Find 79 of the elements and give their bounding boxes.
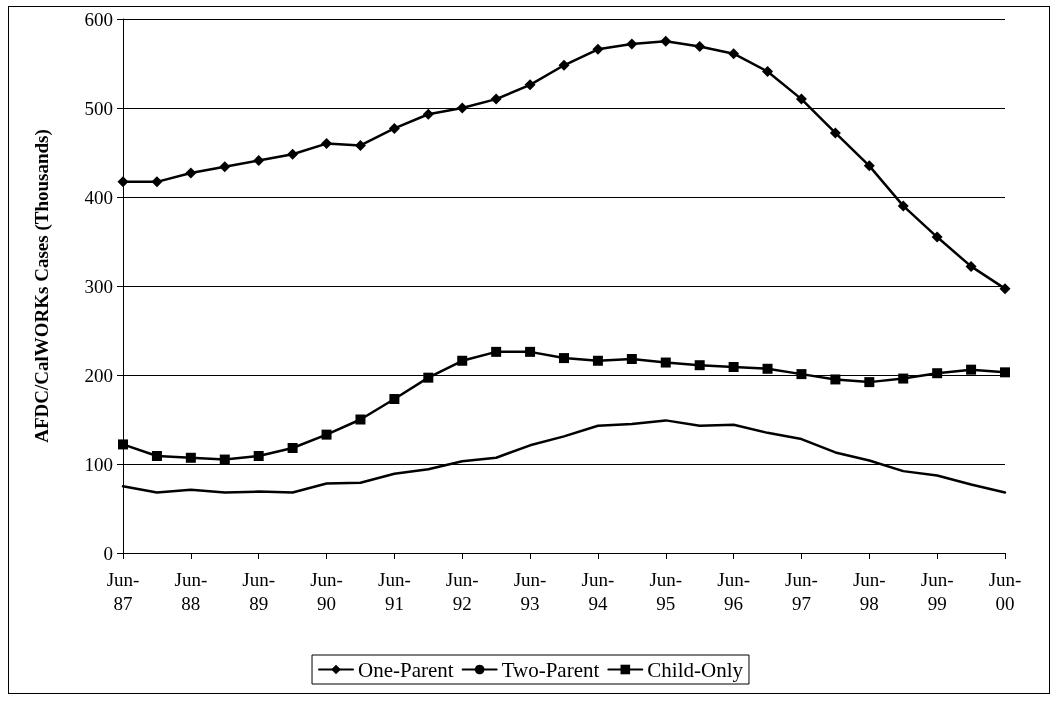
point bbox=[966, 364, 977, 375]
point bbox=[762, 66, 774, 78]
point bbox=[321, 138, 333, 150]
legend-label: Child-Only bbox=[647, 657, 744, 682]
point bbox=[253, 450, 264, 461]
point bbox=[864, 377, 875, 388]
point bbox=[762, 363, 773, 374]
x-tick-label: Jun-91 bbox=[378, 568, 411, 614]
point bbox=[118, 439, 128, 450]
legend-label: One-Parent bbox=[358, 657, 454, 682]
point bbox=[592, 355, 603, 366]
point bbox=[558, 59, 570, 71]
x-tick-label: Jun-00 bbox=[988, 568, 1022, 614]
point bbox=[490, 93, 502, 105]
x-tick-label: Jun-95 bbox=[649, 568, 683, 614]
point bbox=[626, 38, 638, 50]
x-tick-label: Jun-89 bbox=[242, 568, 276, 614]
point bbox=[151, 450, 162, 461]
point bbox=[219, 454, 230, 465]
point bbox=[660, 357, 671, 368]
point bbox=[354, 139, 366, 151]
point bbox=[626, 353, 637, 364]
point bbox=[863, 160, 875, 172]
x-tick-label: Jun-94 bbox=[581, 568, 615, 614]
point bbox=[525, 346, 536, 357]
y-tick-label: 600 bbox=[84, 8, 113, 30]
point bbox=[559, 353, 569, 364]
y-tick-label: 500 bbox=[84, 97, 113, 119]
y-axis-title: AFDC/CalWORKs Cases (Thousands) bbox=[31, 129, 53, 443]
point bbox=[592, 43, 604, 55]
point bbox=[898, 373, 909, 384]
point bbox=[694, 360, 705, 371]
x-tick-label: Jun-90 bbox=[310, 568, 343, 614]
point bbox=[457, 355, 468, 366]
point bbox=[1000, 367, 1010, 378]
point bbox=[965, 260, 977, 272]
point bbox=[728, 361, 739, 372]
x-tick-label: Jun-96 bbox=[717, 568, 750, 614]
x-tick-label: Jun-98 bbox=[852, 568, 886, 614]
point bbox=[728, 48, 740, 60]
point bbox=[321, 429, 332, 440]
point bbox=[456, 102, 468, 114]
point bbox=[931, 231, 943, 243]
point bbox=[355, 414, 366, 425]
x-tick-label: Jun-92 bbox=[445, 568, 479, 614]
point bbox=[389, 394, 400, 405]
legend-label: Two-Parent bbox=[501, 657, 600, 682]
point bbox=[999, 283, 1011, 295]
x-tick-label: Jun-87 bbox=[106, 568, 140, 614]
point bbox=[117, 176, 129, 188]
point bbox=[932, 368, 943, 379]
point bbox=[694, 41, 706, 53]
point bbox=[185, 452, 196, 463]
point bbox=[897, 200, 909, 212]
point bbox=[287, 442, 298, 453]
point bbox=[253, 155, 265, 167]
x-tick-label: Jun-99 bbox=[920, 568, 954, 614]
point bbox=[660, 35, 672, 47]
y-tick-label: 400 bbox=[84, 186, 113, 208]
point bbox=[796, 369, 807, 380]
y-tick-label: 200 bbox=[84, 364, 113, 386]
point bbox=[151, 176, 163, 188]
point bbox=[830, 374, 841, 385]
point bbox=[219, 161, 231, 173]
point bbox=[388, 122, 400, 134]
point bbox=[422, 108, 434, 120]
point bbox=[829, 127, 841, 139]
point bbox=[491, 346, 502, 357]
x-tick-label: Jun-88 bbox=[174, 568, 208, 614]
point bbox=[287, 148, 299, 160]
point bbox=[795, 93, 807, 105]
point bbox=[524, 79, 536, 91]
x-tick-label: Jun-97 bbox=[785, 568, 818, 614]
y-tick-label: 300 bbox=[84, 275, 113, 297]
y-tick-label: 100 bbox=[84, 453, 113, 475]
x-tick-label: Jun-93 bbox=[513, 568, 547, 614]
point bbox=[185, 167, 197, 179]
point bbox=[423, 372, 434, 383]
y-tick-label: 0 bbox=[103, 542, 113, 564]
